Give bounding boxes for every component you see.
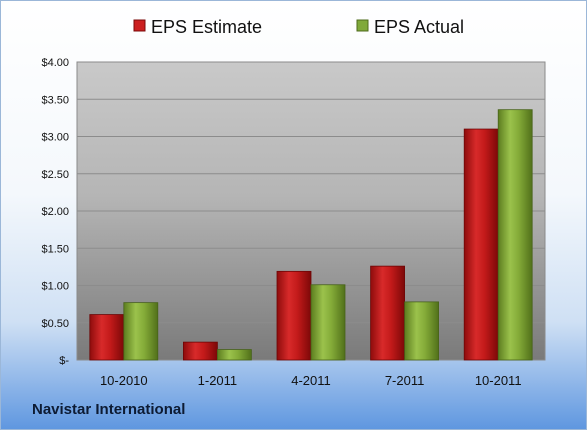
actual-bar — [123, 302, 159, 361]
legend-swatch — [133, 19, 146, 32]
x-tick-label: 4-2011 — [291, 373, 331, 388]
y-tick-label: $2.50 — [41, 169, 69, 181]
legend-label: EPS Estimate — [151, 17, 262, 37]
estimate-bar — [463, 128, 499, 361]
company-name: Navistar International — [32, 401, 186, 418]
y-axis-tick-labels: $- $0.50 $1.00 $1.50 $2.00 $2.50 $3.00 $3.50 $4.… — [41, 57, 69, 367]
legend-swatch — [356, 19, 369, 32]
estimate-bar — [89, 314, 125, 361]
y-tick-label: $0.50 — [41, 318, 69, 330]
x-axis-tick-labels: 10-2010 1-2011 4-2011 7-2011 10-2011 — [100, 373, 522, 388]
bar-group — [89, 109, 533, 361]
actual-bar — [216, 349, 252, 361]
actual-bar — [497, 109, 533, 361]
estimate-bar — [182, 341, 218, 361]
y-tick-label: $- — [59, 355, 69, 367]
x-tick-label: 7-2011 — [385, 373, 425, 388]
y-tick-label: $3.00 — [41, 132, 69, 144]
actual-bar — [404, 301, 440, 361]
x-tick-label: 10-2010 — [100, 373, 148, 388]
y-tick-label: $1.00 — [41, 281, 69, 293]
y-tick-label: $2.00 — [41, 206, 69, 218]
x-tick-label: 10-2011 — [475, 373, 522, 388]
y-tick-label: $3.50 — [41, 94, 69, 106]
estimate-bar — [276, 270, 312, 361]
y-tick-label: $4.00 — [41, 57, 69, 69]
estimate-bar — [370, 265, 406, 361]
actual-bar — [310, 284, 346, 361]
y-tick-label: $1.50 — [41, 243, 69, 255]
legend: EPS Estimate EPS Actual — [133, 17, 464, 37]
x-tick-label: 1-2011 — [198, 373, 238, 388]
legend-label: EPS Actual — [374, 17, 464, 37]
